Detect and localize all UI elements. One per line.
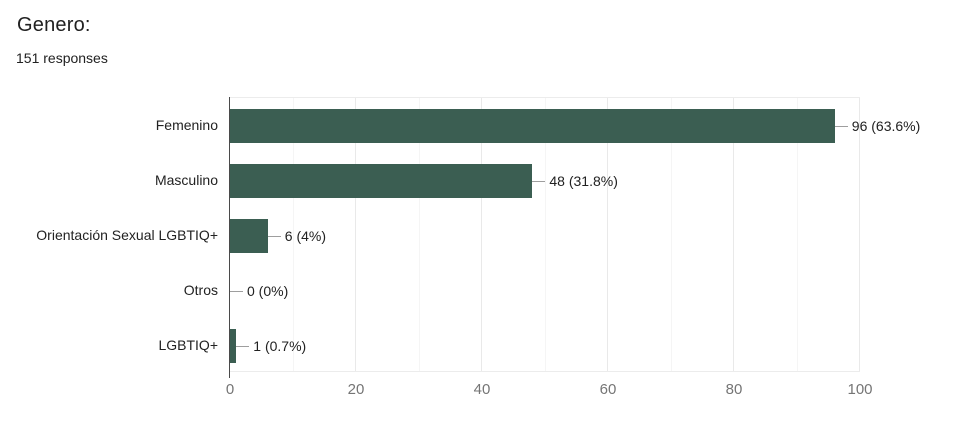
value-connector-line (532, 180, 546, 182)
major-gridline (355, 98, 356, 371)
x-tick-label: 80 (725, 381, 743, 398)
category-label: Otros (183, 281, 218, 298)
category-label: Femenino (155, 116, 218, 133)
value-label: 6 (4%) (284, 227, 327, 244)
minor-gridline (419, 98, 420, 371)
minor-gridline (797, 98, 798, 371)
major-gridline (481, 98, 482, 371)
x-tick-label: 40 (473, 381, 491, 398)
bar (230, 328, 237, 363)
value-connector-line (236, 345, 250, 347)
value-label: 0 (0%) (247, 282, 289, 299)
value-connector-line (230, 290, 243, 292)
major-gridline (607, 98, 608, 371)
x-tick-label: 60 (599, 381, 617, 398)
minor-gridline (671, 98, 672, 371)
major-gridline (859, 98, 860, 371)
plot-area: 96 (63.6%) 48 (31.8%) 6 (4%) 0 (0%) 1 (0.7%) (230, 97, 920, 372)
value-connector-line (267, 235, 281, 237)
value-label: 1 (0.7%) (253, 337, 307, 354)
value-label: 48 (31.8%) (549, 172, 618, 189)
bar (230, 108, 835, 143)
category-label: Orientación Sexual LGBTIQ+ (36, 226, 218, 243)
bar (230, 218, 268, 253)
x-tick-label: 100 (847, 381, 873, 398)
question-title: Genero: (17, 14, 91, 36)
x-tick-label: 0 (225, 381, 235, 398)
value-connector-line (834, 125, 848, 127)
minor-gridline (293, 98, 294, 371)
response-count: 151 responses (16, 50, 108, 66)
minor-gridline (545, 98, 546, 371)
value-label: 96 (63.6%) (851, 117, 921, 134)
major-gridline (733, 98, 734, 371)
category-label: Masculino (154, 171, 218, 188)
bar (230, 163, 533, 198)
y-axis-line (229, 97, 230, 378)
category-label: LGBTIQ+ (158, 336, 218, 353)
x-tick-label: 20 (347, 381, 365, 398)
